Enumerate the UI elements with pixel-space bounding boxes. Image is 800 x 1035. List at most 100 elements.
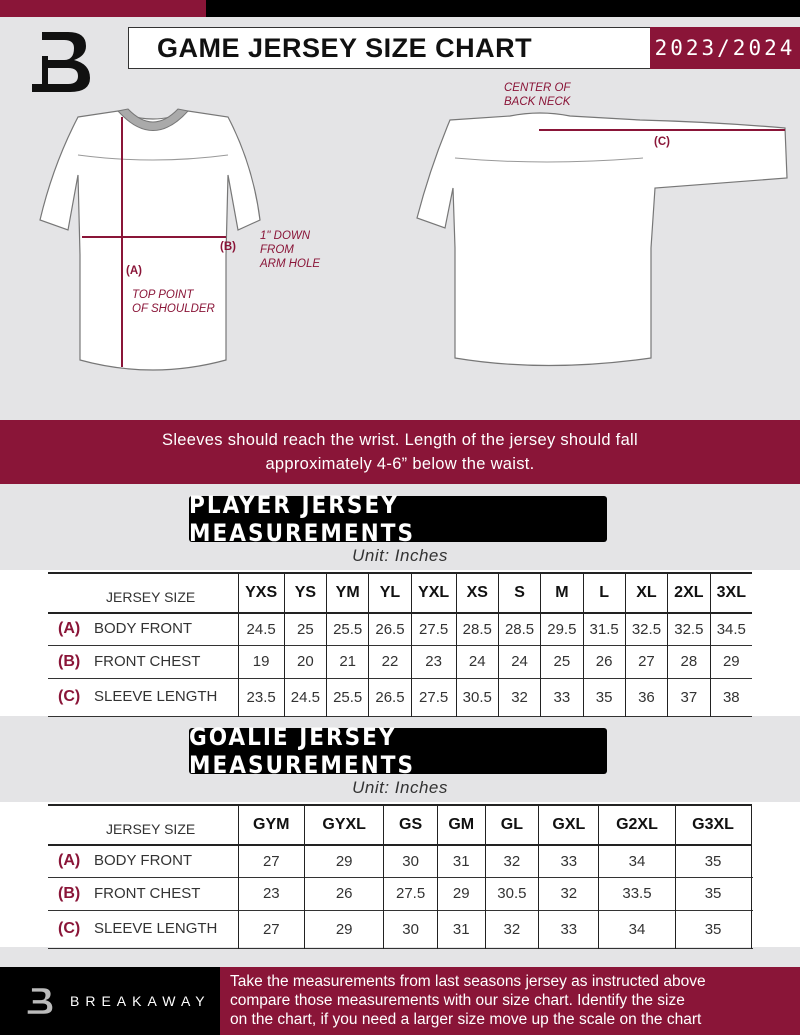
size-header: M (540, 573, 583, 613)
row-label: (A) BODY FRONT (48, 613, 238, 645)
goalie-unit: Unit: Inches (352, 778, 448, 797)
row-label: (C) SLEEVE LENGTH (48, 910, 238, 948)
table-cell (750, 910, 752, 948)
size-header: GS (383, 805, 438, 845)
footer-line: Take the measurements from last seasons … (230, 973, 706, 990)
table-cell: 35 (674, 877, 752, 910)
table-cell: 26.5 (368, 613, 412, 645)
table-cell: 29 (304, 845, 384, 877)
measure-name: SLEEVE LENGTH (94, 920, 218, 937)
table-cell: 27.5 (383, 877, 438, 910)
shoulder-note: TOP POINT OF SHOULDER (132, 288, 215, 316)
table-cell: 25.5 (326, 678, 369, 716)
size-header: 2XL (667, 573, 711, 613)
table-cell: 30.5 (484, 877, 539, 910)
note-line: OF SHOULDER (132, 303, 215, 315)
table-cell: 31 (436, 845, 486, 877)
table-cell: 31.5 (582, 613, 626, 645)
table-cell: 32 (484, 845, 539, 877)
table-cell: 35 (582, 678, 626, 716)
table-cell (750, 845, 752, 877)
size-header: GM (436, 805, 486, 845)
table-cell: 34 (598, 845, 675, 877)
size-header: YXS (237, 573, 285, 613)
top-black-bar (206, 0, 800, 17)
measure-name: FRONT CHEST (94, 884, 201, 902)
measure-name: SLEEVE LENGTH (94, 688, 218, 705)
size-header: GXL (538, 805, 599, 845)
table-cell: 30 (383, 845, 438, 877)
table-cell: 34.5 (709, 613, 752, 645)
table-cell: 33.5 (598, 877, 675, 910)
player-size-table: JERSEY SIZE YXS YS YM YL YXL XS S M L XL 2XL 3XL (A) B… (48, 572, 752, 717)
table-cell: 33 (540, 678, 583, 716)
note-line: Sleeves should reach the wrist. Length o… (162, 431, 638, 449)
back-jersey-diagram (416, 112, 788, 367)
table-cell: 29.5 (540, 613, 583, 645)
table-cell: 34 (598, 910, 675, 948)
size-header (750, 805, 752, 845)
table-cell: 22 (368, 645, 412, 678)
note-line: ARM HOLE (260, 258, 321, 270)
table-cell: 24 (455, 645, 499, 678)
size-header: XS (455, 573, 499, 613)
table-cell: 25 (283, 613, 327, 645)
size-header: G2XL (598, 805, 675, 845)
size-header: L (582, 573, 626, 613)
row-label: (C) SLEEVE LENGTH (48, 678, 238, 716)
label-c: (C) (654, 136, 670, 148)
measure-name: BODY FRONT (94, 620, 193, 638)
table-cell: 30 (383, 910, 438, 948)
size-header: YM (326, 573, 369, 613)
table-cell: 33 (538, 910, 599, 948)
player-section-title: PLAYER JERSEY MEASUREMENTS (189, 491, 607, 547)
table-cell: 29 (304, 910, 384, 948)
table-row: (B) FRONT CHEST 23 26 27.5 29 30.5 32 33.5 35 (48, 877, 752, 910)
table-cell: 23.5 (237, 678, 285, 716)
note-line: approximately 4-6” below the waist. (265, 455, 535, 473)
table-cell: 26.5 (368, 678, 412, 716)
season-badge: 2023/2024 (650, 27, 800, 69)
note-line: BACK NECK (504, 96, 571, 108)
size-header: G3XL (674, 805, 752, 845)
size-header: XL (624, 573, 668, 613)
note-line: 1" DOWN (260, 230, 311, 242)
table-cell: 32 (497, 678, 541, 716)
table-cell: 32 (538, 877, 599, 910)
table-cell: 33 (538, 845, 599, 877)
table-row: (B) FRONT CHEST 19 20 21 22 23 24 24 25 26 27 28 29 (48, 645, 752, 678)
header-row: JERSEY SIZE GYM GYXL GS GM GL GXL G2XL G3XL (48, 805, 752, 845)
table-cell: 32.5 (667, 613, 711, 645)
table-cell: 29 (436, 877, 486, 910)
table-cell: 28.5 (455, 613, 499, 645)
table-cell: 29 (709, 645, 752, 678)
measure-letter: (A) (58, 620, 81, 638)
size-header: YXL (410, 573, 457, 613)
table-cell: 27.5 (410, 678, 457, 716)
table-cell: 28.5 (497, 613, 541, 645)
table-cell: 25 (540, 645, 583, 678)
table-row: (A) BODY FRONT 24.5 25 25.5 26.5 27.5 28.5 28.5 2… (48, 613, 752, 645)
measure-letter: (A) (58, 852, 81, 870)
footer-line: compare those measurements with our size… (230, 992, 685, 1009)
table-cell: 36 (624, 678, 668, 716)
footer-instructions: Take the measurements from last seasons … (220, 967, 800, 1035)
table-cell: 30.5 (455, 678, 499, 716)
table-cell: 24.5 (237, 613, 285, 645)
size-header: 3XL (709, 573, 752, 613)
size-header: YL (368, 573, 412, 613)
measure-letter: (B) (58, 884, 81, 902)
table-row: (C) SLEEVE LENGTH 23.5 24.5 25.5 26.5 27.5 30.5… (48, 678, 752, 716)
table-cell: 28 (667, 645, 711, 678)
table-cell: 26 (582, 645, 626, 678)
row-label: (A) BODY FRONT (48, 845, 238, 877)
table-cell: 27 (624, 645, 668, 678)
size-header: GYXL (304, 805, 384, 845)
size-column-label: JERSEY SIZE (106, 821, 196, 837)
goalie-size-table: JERSEY SIZE GYM GYXL GS GM GL GXL G2XL G3XL (A) BO… (48, 804, 752, 949)
size-header: YS (283, 573, 327, 613)
table-cell: 24 (497, 645, 541, 678)
note-line: FROM (260, 244, 294, 256)
footer-logo (27, 988, 53, 1014)
row-label: (B) FRONT CHEST (48, 645, 238, 678)
